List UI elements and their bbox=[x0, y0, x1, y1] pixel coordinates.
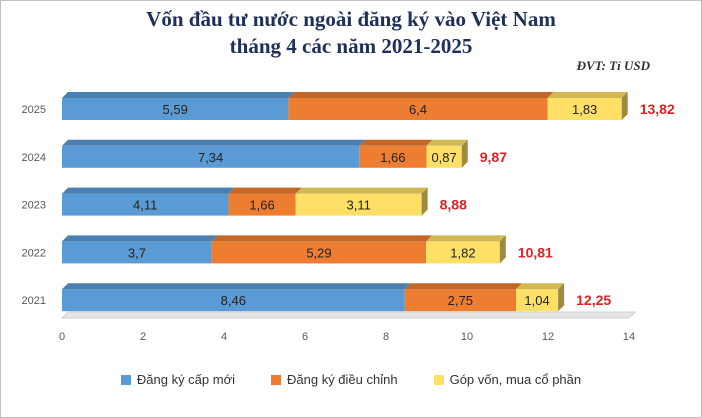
x-tick-label: 0 bbox=[59, 331, 65, 343]
legend-item-adjust: Đăng ký điều chỉnh bbox=[271, 372, 398, 387]
bar-side-face bbox=[621, 92, 628, 120]
legend-item-new: Đăng ký cấp mới bbox=[120, 372, 235, 387]
segment-new-top bbox=[62, 139, 366, 146]
segment-new-top bbox=[62, 235, 218, 242]
segment-adjust-label: 1,66 bbox=[380, 150, 405, 165]
segment-capital-bar bbox=[426, 145, 462, 168]
segment-new-bar bbox=[62, 98, 289, 120]
segment-adjust-bar bbox=[359, 145, 427, 168]
x-tick-label: 4 bbox=[221, 331, 227, 343]
segment-adjust-top bbox=[211, 235, 433, 242]
segment-capital-bar bbox=[295, 193, 422, 216]
total-label: 10,81 bbox=[518, 244, 553, 260]
x-tick-label: 14 bbox=[623, 331, 635, 343]
segment-capital-label: 1,04 bbox=[524, 293, 549, 308]
total-label: 9,87 bbox=[480, 149, 507, 165]
legend-swatch-new bbox=[120, 374, 131, 385]
segment-new-bar bbox=[62, 241, 212, 264]
segment-new-top bbox=[62, 283, 411, 290]
segment-new-label: 3,7 bbox=[128, 245, 146, 260]
y-category-label: 2021 bbox=[22, 295, 46, 307]
bar-side-face bbox=[421, 187, 428, 216]
segment-capital-bar bbox=[426, 241, 500, 264]
segment-adjust-bar bbox=[404, 289, 517, 312]
segment-new-label: 8,46 bbox=[221, 293, 246, 308]
segment-capital-bar bbox=[516, 289, 559, 312]
legend-label-capital: Góp vốn, mua cổ phần bbox=[449, 372, 582, 387]
segment-capital-top bbox=[547, 92, 628, 98]
x-tick-label: 6 bbox=[302, 331, 308, 343]
total-label: 12,25 bbox=[576, 292, 611, 308]
y-category-label: 2024 bbox=[22, 152, 46, 164]
segment-adjust-label: 5,29 bbox=[306, 245, 331, 260]
chart-title: Vốn đầu tư nước ngoài đăng ký vào Việt N… bbox=[0, 6, 702, 60]
segment-capital-top bbox=[426, 235, 506, 242]
segment-capital-label: 1,83 bbox=[572, 102, 597, 117]
chart-title-line2: tháng 4 các năm 2021-2025 bbox=[229, 34, 473, 58]
segment-new-bar bbox=[62, 289, 405, 312]
legend-label-adjust: Đăng ký điều chỉnh bbox=[287, 372, 398, 387]
x-tick-label: 8 bbox=[383, 331, 389, 343]
unit-note: ĐVT: Tỉ USD bbox=[576, 58, 650, 73]
y-category-label: 2025 bbox=[22, 104, 46, 116]
total-label: 8,88 bbox=[440, 197, 467, 213]
segment-capital-top bbox=[426, 139, 468, 146]
y-category-label: 2023 bbox=[22, 200, 46, 212]
legend-swatch-adjust bbox=[271, 374, 281, 385]
bar-side-face bbox=[558, 283, 565, 312]
legend-swatch-capital bbox=[433, 374, 444, 385]
segment-new-label: 7,34 bbox=[198, 150, 223, 165]
segment-capital-label: 1,82 bbox=[450, 245, 475, 260]
x-tick-label: 12 bbox=[542, 331, 554, 343]
segment-adjust-bar bbox=[288, 98, 548, 120]
chart-title-line1: Vốn đầu tư nước ngoài đăng ký vào Việt N… bbox=[146, 7, 556, 31]
segment-adjust-label: 1,66 bbox=[249, 198, 274, 213]
bar-side-face bbox=[499, 235, 506, 264]
segment-new-bar bbox=[62, 193, 229, 216]
segment-adjust-top bbox=[359, 139, 433, 146]
segment-adjust-top bbox=[404, 283, 523, 290]
segment-new-bar bbox=[62, 145, 360, 168]
y-category-label: 2022 bbox=[22, 247, 46, 259]
segment-adjust-bar bbox=[228, 193, 296, 216]
segment-new-top bbox=[62, 187, 235, 194]
segment-capital-label: 3,11 bbox=[346, 198, 370, 213]
segment-capital-bar bbox=[547, 98, 622, 120]
segment-new-top bbox=[62, 92, 295, 98]
bar-side-face bbox=[461, 139, 468, 168]
segment-adjust-top bbox=[228, 187, 302, 194]
segment-new-label: 4,11 bbox=[133, 198, 157, 213]
segment-adjust-bar bbox=[211, 241, 427, 264]
legend-label-new: Đăng ký cấp mới bbox=[136, 372, 235, 387]
segment-adjust-label: 2,75 bbox=[448, 293, 473, 308]
segment-new-label: 5,59 bbox=[163, 102, 188, 117]
x-tick-label: 10 bbox=[461, 331, 473, 343]
segment-capital-label: 0,87 bbox=[431, 150, 456, 165]
segment-capital-top bbox=[516, 283, 565, 290]
legend-item-capital: Góp vốn, mua cổ phần bbox=[433, 372, 582, 387]
total-label: 13,82 bbox=[640, 101, 675, 117]
segment-adjust-label: 6,4 bbox=[409, 102, 427, 117]
legend: Đăng ký cấp mới Đăng ký điều chỉnh Góp v… bbox=[0, 372, 702, 387]
segment-adjust-top bbox=[288, 92, 554, 98]
segment-capital-top bbox=[295, 187, 428, 194]
plot-floor bbox=[60, 311, 637, 319]
x-tick-label: 2 bbox=[140, 331, 146, 343]
